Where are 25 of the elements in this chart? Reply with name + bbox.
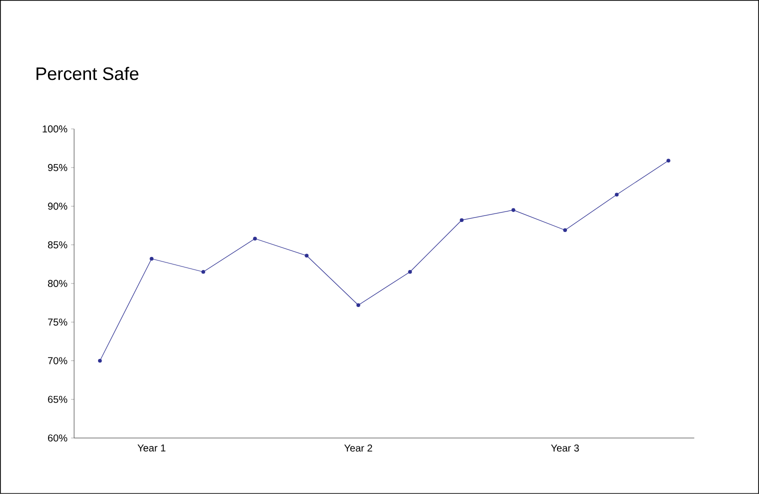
point bbox=[408, 270, 412, 274]
x-tick-label: Year 2 bbox=[344, 444, 372, 452]
point bbox=[511, 208, 516, 212]
x-tick-label: Year 1 bbox=[138, 444, 166, 452]
point bbox=[253, 236, 257, 241]
y-tick-label: 85% bbox=[48, 241, 68, 248]
point bbox=[356, 303, 360, 308]
point bbox=[304, 254, 309, 258]
y-tick-label: 100% bbox=[42, 125, 68, 132]
x-tick-label: Year 3 bbox=[551, 444, 579, 452]
y-tick-label: 95% bbox=[48, 164, 68, 172]
y-tick-label: 65% bbox=[48, 396, 68, 403]
point bbox=[201, 270, 206, 274]
point bbox=[614, 192, 619, 197]
y-tick-label: 60% bbox=[48, 434, 68, 442]
y-tick-label: 75% bbox=[48, 318, 68, 326]
chart-title: Percent Safe bbox=[36, 66, 138, 80]
point bbox=[666, 158, 670, 163]
point bbox=[98, 358, 102, 363]
y-tick-label: 90% bbox=[48, 202, 68, 210]
point bbox=[563, 228, 567, 232]
point bbox=[460, 218, 464, 222]
y-tick-label: 80% bbox=[48, 280, 68, 288]
y-tick-label: 70% bbox=[48, 357, 68, 364]
point bbox=[150, 256, 154, 261]
